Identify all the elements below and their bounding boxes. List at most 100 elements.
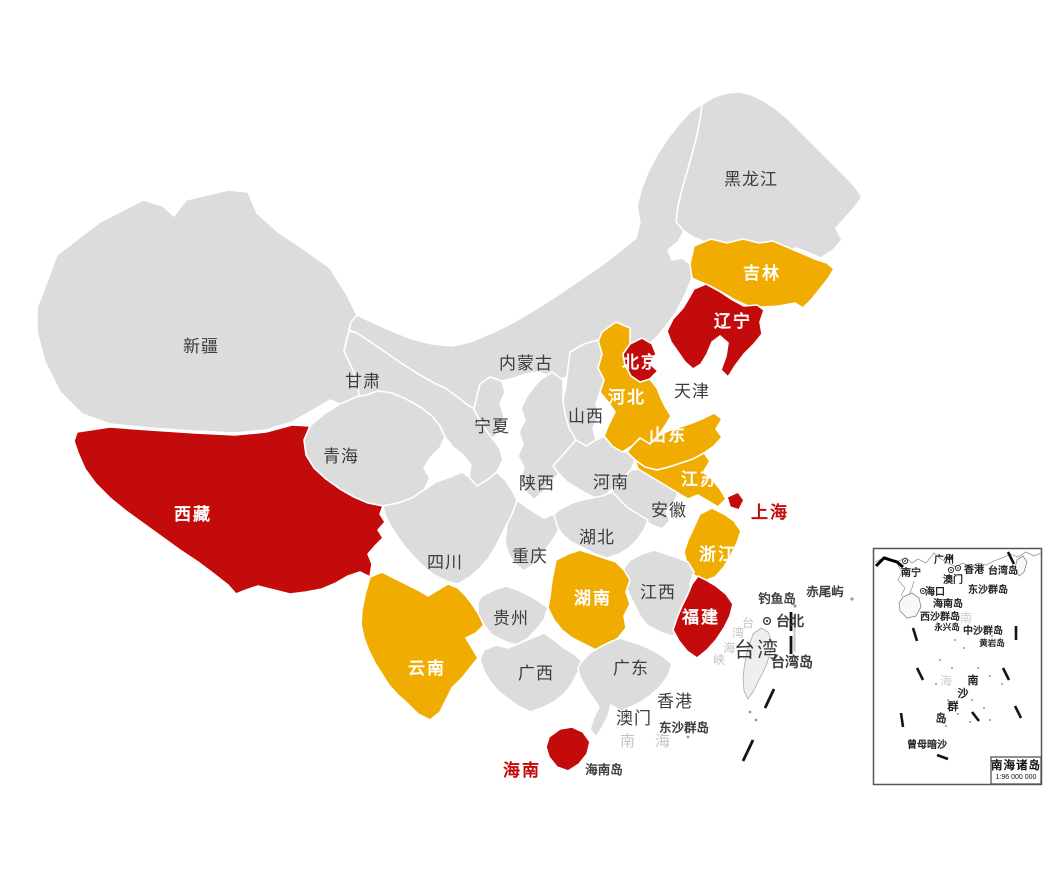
south-china-sea-inset: 南宁 广州 香港 澳门 台湾岛 海口 东沙群岛 海南岛 西沙群岛 永兴岛 中沙群… — [872, 547, 1043, 786]
label-henan: 河南 — [593, 473, 629, 492]
label-taiwan-island: 台湾岛 — [771, 654, 813, 670]
south-sea-char-1: 南 — [620, 733, 636, 750]
province-jilin[interactable] — [689, 238, 835, 309]
inset-vietnam-coast — [896, 562, 906, 597]
inset-hainan-island — [898, 592, 922, 619]
inset-island-dots — [934, 610, 1004, 728]
label-gansu: 甘肃 — [345, 372, 381, 391]
label-guangdong: 广东 — [613, 659, 649, 678]
label-jilin: 吉林 — [743, 263, 781, 283]
inset-coastline — [874, 551, 1042, 568]
inset-border — [872, 547, 1043, 786]
label-shanxi: 山西 — [568, 407, 604, 426]
label-hubei: 湖北 — [579, 528, 615, 547]
label-aomen: 澳门 — [616, 709, 652, 728]
province-hunan[interactable] — [547, 549, 631, 651]
sea-labels: 台 湾 海 峡 南 海 — [620, 615, 754, 750]
inset-sea-char-1: 南 — [960, 610, 972, 625]
label-xinjiang: 新疆 — [183, 337, 219, 356]
inset-sea-char-2: 海 — [940, 673, 952, 688]
inset-scale: 1:96 000 000 — [996, 774, 1037, 781]
island-labels: 钓鱼岛 赤尾屿 台北 台湾岛 东沙群岛 — [659, 584, 844, 735]
label-hainan: 海南 — [503, 760, 541, 780]
label-ningxia: 宁夏 — [474, 417, 510, 436]
label-qinghai: 青海 — [323, 447, 359, 466]
label-dongsha-islands: 东沙群岛 — [659, 720, 709, 735]
strait-char-2: 湾 — [732, 625, 744, 640]
label-xizang: 西藏 — [174, 505, 212, 524]
province-zhejiang[interactable] — [683, 507, 742, 582]
province-ningxia[interactable] — [473, 376, 506, 440]
province-chongqing[interactable] — [504, 499, 563, 572]
inset-nansha-char-1: 南 — [968, 673, 979, 687]
label-guangxi: 广西 — [518, 664, 554, 683]
label-beijing: 北京 — [622, 352, 660, 372]
boundary-dash-4 — [741, 739, 755, 762]
label-chongqing: 重庆 — [512, 547, 548, 566]
label-anhui: 安徽 — [651, 501, 687, 520]
inset-label-dongsha: 东沙群岛 — [968, 583, 1008, 596]
south-sea-char-2: 海 — [655, 733, 671, 750]
label-xianggang: 香港 — [657, 692, 693, 711]
inset-label-taiwan-island: 台湾岛 — [988, 564, 1018, 577]
label-neimenggu: 内蒙古 — [499, 354, 553, 373]
label-shanghai: 上海 — [751, 502, 789, 522]
label-taipei: 台北 — [776, 613, 804, 629]
label-shandong: 山东 — [649, 425, 687, 445]
inset-label-xisha: 西沙群岛 — [920, 610, 960, 623]
province-liaoning[interactable] — [666, 283, 765, 378]
islet-dot — [754, 718, 758, 722]
inset-label-hongkong: 香港 — [964, 563, 985, 576]
inset-title: 南海诸岛 — [991, 758, 1041, 772]
label-diaoyu-island: 钓鱼岛 — [758, 591, 796, 606]
province-yunnan[interactable] — [360, 571, 485, 721]
boundary-dashes — [686, 597, 854, 762]
label-heilongjiang: 黑龙江 — [724, 170, 778, 189]
label-yunnan: 云南 — [408, 658, 446, 678]
inset-title-box — [990, 756, 1042, 785]
boundary-dash-3 — [763, 688, 776, 709]
label-hebei: 河北 — [608, 388, 646, 407]
province-shaanxi[interactable] — [517, 371, 577, 501]
inset-city-dots — [904, 556, 959, 592]
province-xinjiang[interactable] — [36, 189, 360, 434]
label-jiangsu: 江苏 — [681, 469, 719, 489]
label-hunan: 湖南 — [574, 588, 612, 608]
inset-label-guangzhou: 广州 — [934, 553, 954, 566]
islet-dot — [748, 710, 752, 714]
inset-label-zengmu: 曾母暗沙 — [907, 738, 947, 751]
label-fujian: 福建 — [681, 607, 720, 627]
label-shaanxi: 陕西 — [519, 474, 555, 493]
province-taiwan[interactable] — [742, 627, 773, 700]
strait-char-3: 海 — [723, 640, 735, 655]
province-guangxi[interactable] — [479, 632, 583, 713]
inset-label-macau: 澳门 — [943, 573, 963, 586]
label-liaoning: 辽宁 — [714, 311, 752, 331]
province-hainan[interactable] — [545, 726, 591, 772]
inset-nansha-char-4: 岛 — [936, 711, 947, 725]
inset-nansha-char-3: 群 — [947, 699, 959, 713]
province-shanghai[interactable] — [726, 491, 745, 511]
label-tianjin: 天津 — [674, 382, 710, 401]
inset-label-hainan-island: 海南岛 — [933, 597, 963, 610]
label-sichuan: 四川 — [427, 553, 463, 572]
inset-taiwan-island — [1014, 555, 1028, 577]
inset-thick-border — [874, 556, 904, 569]
inset-label-haikou: 海口 — [925, 585, 945, 598]
label-hainan-island: 海南岛 — [585, 762, 623, 777]
province-labels: 黑龙江 内蒙古 新疆 吉林 辽宁 北京 天津 河北 山西 山东 甘肃 宁夏 青海… — [174, 170, 789, 780]
inset-dash-segments — [899, 551, 1023, 761]
label-guizhou: 贵州 — [493, 609, 529, 628]
strait-char-4: 峡 — [713, 653, 725, 667]
inset-label-zhongsha: 中沙群岛 — [963, 624, 1003, 637]
province-fujian[interactable] — [672, 575, 734, 659]
label-chiwei-islet: 赤尾屿 — [806, 584, 844, 599]
label-taiwan: 台湾 — [734, 639, 780, 662]
inset-leizhou — [908, 580, 915, 596]
province-hubei[interactable] — [553, 491, 649, 559]
province-guangdong[interactable] — [577, 637, 673, 738]
inset-label-nanning: 南宁 — [901, 566, 921, 579]
islet-dot — [850, 597, 854, 601]
province-tianjin[interactable] — [649, 365, 682, 414]
